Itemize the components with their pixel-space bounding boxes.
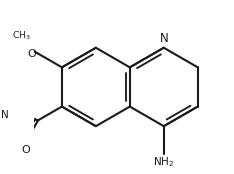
Text: NH$_2$: NH$_2$ (153, 156, 174, 169)
Text: O: O (21, 145, 30, 156)
Text: N: N (159, 32, 168, 45)
Text: H$_2$N: H$_2$N (0, 108, 10, 122)
Text: O: O (27, 49, 36, 59)
Text: CH$_3$: CH$_3$ (12, 29, 30, 42)
